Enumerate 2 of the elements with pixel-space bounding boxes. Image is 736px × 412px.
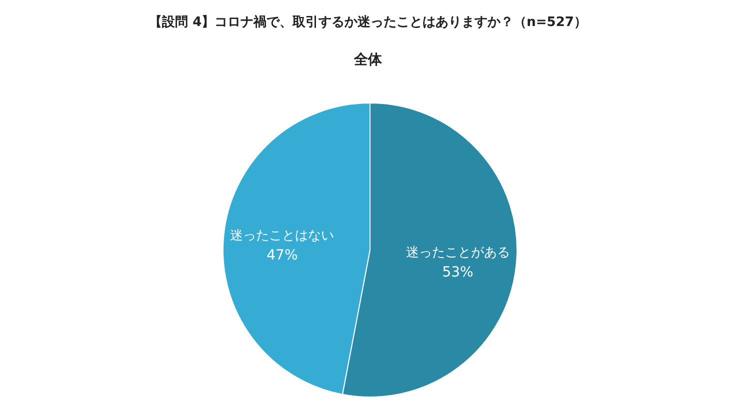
subtitle: 全体	[354, 52, 382, 68]
title: 【設問 4】コロナ禍で、取引するか迷ったことはありますか？（n=527）	[149, 15, 587, 30]
